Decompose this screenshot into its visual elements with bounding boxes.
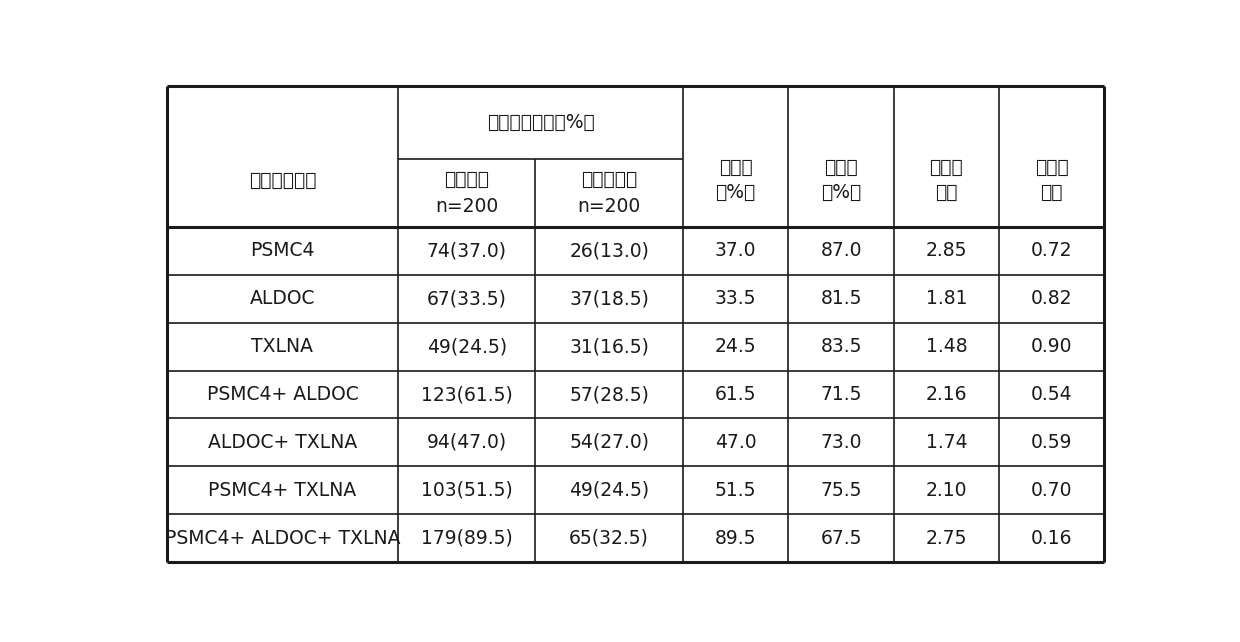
Text: 49(24.5): 49(24.5) (427, 337, 507, 356)
Text: PSMC4+ ALDOC: PSMC4+ ALDOC (207, 385, 358, 404)
Text: 检测抗原组合: 检测抗原组合 (249, 171, 316, 190)
Text: 37.0: 37.0 (715, 241, 756, 260)
Text: 2.10: 2.10 (925, 481, 967, 500)
Text: 73.0: 73.0 (820, 433, 862, 452)
Text: 1.48: 1.48 (925, 337, 967, 356)
Text: 81.5: 81.5 (820, 289, 862, 308)
Text: 65(32.5): 65(32.5) (569, 529, 649, 548)
Text: 74(37.0): 74(37.0) (427, 241, 507, 260)
Text: 癌前病变组
n=200: 癌前病变组 n=200 (578, 170, 641, 216)
Text: 食管癌组
n=200: 食管癌组 n=200 (435, 170, 498, 216)
Text: 阴性似
然比: 阴性似 然比 (1035, 158, 1069, 202)
Text: PSMC4: PSMC4 (250, 241, 315, 260)
Text: 26(13.0): 26(13.0) (569, 241, 649, 260)
Text: 75.5: 75.5 (820, 481, 862, 500)
Text: 49(24.5): 49(24.5) (569, 481, 650, 500)
Text: 0.59: 0.59 (1030, 433, 1073, 452)
Text: 抗原阳性例数（%）: 抗原阳性例数（%） (487, 113, 594, 132)
Text: 67(33.5): 67(33.5) (427, 289, 507, 308)
Text: 67.5: 67.5 (820, 529, 862, 548)
Text: PSMC4+ ALDOC+ TXLNA: PSMC4+ ALDOC+ TXLNA (165, 529, 401, 548)
Text: 87.0: 87.0 (820, 241, 862, 260)
Text: 71.5: 71.5 (820, 385, 862, 404)
Text: 2.85: 2.85 (925, 241, 967, 260)
Text: 33.5: 33.5 (715, 289, 756, 308)
Text: 94(47.0): 94(47.0) (427, 433, 507, 452)
Text: 0.72: 0.72 (1030, 241, 1073, 260)
Text: 1.74: 1.74 (925, 433, 967, 452)
Text: 51.5: 51.5 (715, 481, 756, 500)
Text: TXLNA: TXLNA (252, 337, 314, 356)
Text: 61.5: 61.5 (715, 385, 756, 404)
Text: 0.16: 0.16 (1030, 529, 1073, 548)
Text: 0.90: 0.90 (1030, 337, 1073, 356)
Text: 89.5: 89.5 (715, 529, 756, 548)
Text: 24.5: 24.5 (714, 337, 756, 356)
Text: 特异度
（%）: 特异度 （%） (821, 158, 861, 202)
Text: 1.81: 1.81 (925, 289, 967, 308)
Text: 0.82: 0.82 (1030, 289, 1073, 308)
Text: 179(89.5): 179(89.5) (422, 529, 513, 548)
Text: 灵敏度
（%）: 灵敏度 （%） (715, 158, 755, 202)
Text: PSMC4+ TXLNA: PSMC4+ TXLNA (208, 481, 357, 500)
Text: 阳性似
然比: 阳性似 然比 (930, 158, 963, 202)
Text: 83.5: 83.5 (820, 337, 862, 356)
Text: 123(61.5): 123(61.5) (422, 385, 513, 404)
Text: 2.75: 2.75 (925, 529, 967, 548)
Text: 37(18.5): 37(18.5) (569, 289, 649, 308)
Text: 2.16: 2.16 (925, 385, 967, 404)
Text: 54(27.0): 54(27.0) (569, 433, 650, 452)
Text: ALDOC+ TXLNA: ALDOC+ TXLNA (208, 433, 357, 452)
Text: 57(28.5): 57(28.5) (569, 385, 649, 404)
Text: 103(51.5): 103(51.5) (422, 481, 513, 500)
Text: 0.70: 0.70 (1030, 481, 1073, 500)
Text: 31(16.5): 31(16.5) (569, 337, 649, 356)
Text: 47.0: 47.0 (714, 433, 756, 452)
Text: 0.54: 0.54 (1030, 385, 1073, 404)
Text: ALDOC: ALDOC (249, 289, 315, 308)
